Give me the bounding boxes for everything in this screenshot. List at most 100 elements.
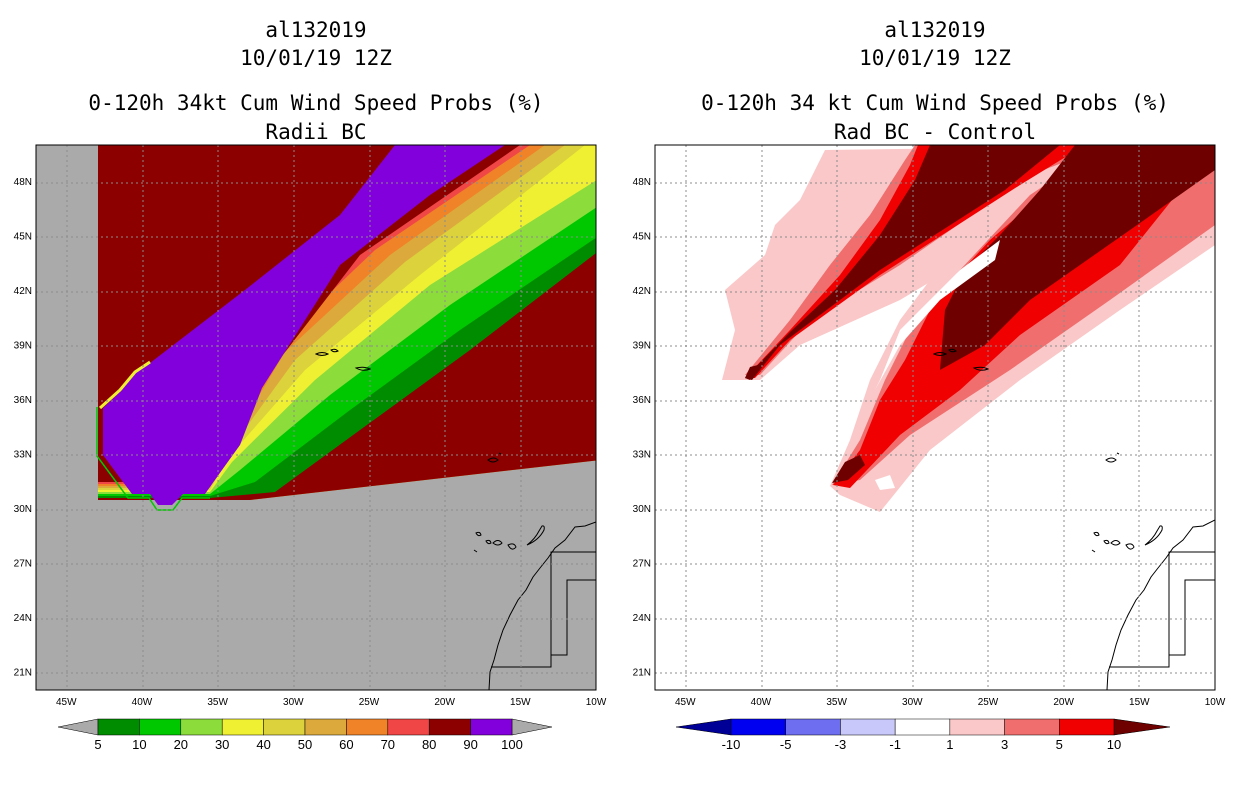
left-ytick-label: 21N xyxy=(14,667,32,678)
right-ytick-label: 24N xyxy=(633,613,651,624)
left-colorbar-label: 70 xyxy=(381,737,395,752)
left-colorbar-box xyxy=(97,718,140,736)
right-ytick-label: 30N xyxy=(633,504,651,515)
left-colorbar-box xyxy=(139,718,182,736)
left-colorbar-label: 100 xyxy=(501,737,523,752)
right-colorbar-box xyxy=(1004,718,1060,736)
left-colorbar-high-extend xyxy=(511,718,553,736)
right-colorbar-low-extend xyxy=(675,718,732,736)
left-title-subtitle: Radii BC xyxy=(265,120,367,144)
right-xtick-label: 20W xyxy=(1053,697,1074,708)
left-colorbar-low-extend xyxy=(57,718,99,736)
left-ytick-label: 24N xyxy=(14,613,32,624)
right-colorbar-label: -5 xyxy=(780,737,792,752)
right-gap-zero-a xyxy=(875,240,1000,390)
left-colorbar-label: 60 xyxy=(339,737,353,752)
right-colorbar-box xyxy=(894,718,951,736)
left-ytick-label: 33N xyxy=(14,449,32,460)
right-colorbar-box xyxy=(840,718,896,736)
left-xtick-label: 25W xyxy=(359,697,380,708)
right-grid xyxy=(655,145,1215,690)
right-colorbar-label: 1 xyxy=(946,737,953,752)
left-ytick-label: 48N xyxy=(14,177,32,188)
right-ytick-label: 33N xyxy=(633,449,651,460)
left-ytick-label: 42N xyxy=(14,286,32,297)
left-xtick-label: 35W xyxy=(207,697,228,708)
right-title-storm: al132019 xyxy=(884,18,986,42)
left-colorbar-label: 90 xyxy=(463,737,477,752)
right-band-10-south xyxy=(940,145,1215,370)
left-xtick-label: 45W xyxy=(56,697,77,708)
left-xtick-label: 40W xyxy=(132,697,153,708)
right-band-10-start-north xyxy=(745,364,762,380)
right-ytick-label: 42N xyxy=(633,286,651,297)
left-xtick-label: 10W xyxy=(586,697,607,708)
left-ytick-label: 36N xyxy=(14,395,32,406)
left-colorbar-label: 30 xyxy=(215,737,229,752)
left-colorbar-label: 20 xyxy=(174,737,188,752)
left-xtick-label: 30W xyxy=(283,697,304,708)
right-difference-map: 45W 40W 35W 30W 25W 20W 15W 10W 48N 45N 42N 39N 36N… xyxy=(633,144,1226,708)
right-colorbar-label: -10 xyxy=(722,737,741,752)
right-title-product: 0-120h 34 kt Cum Wind Speed Probs (%) xyxy=(701,91,1169,115)
left-title-product: 0-120h 34kt Cum Wind Speed Probs (%) xyxy=(88,91,544,115)
left-colorbar-label: 80 xyxy=(422,737,436,752)
left-ytick-label: 39N xyxy=(14,340,32,351)
right-xtick-label: 40W xyxy=(751,697,772,708)
right-xtick-label: 10W xyxy=(1205,697,1226,708)
right-colorbar-label: 3 xyxy=(1001,737,1008,752)
left-xtick-label: 20W xyxy=(434,697,455,708)
left-x-axis: 45W 40W 35W 30W 25W 20W 15W 10W xyxy=(56,697,607,708)
right-x-axis: 45W 40W 35W 30W 25W 20W 15W 10W xyxy=(675,697,1226,708)
right-colorbar-label: 5 xyxy=(1056,737,1063,752)
left-colorbar-box xyxy=(470,718,513,736)
right-xtick-label: 25W xyxy=(978,697,999,708)
right-y-axis: 48N 45N 42N 39N 36N 33N 30N 27N 24N 21N xyxy=(633,177,651,678)
left-band-100-core xyxy=(103,145,505,505)
left-probability-map: 45W 40W 35W 30W 25W 20W 15W 10W 48N 45N 42N 39N 36N… xyxy=(14,144,607,708)
right-title-subtitle: Rad BC - Control xyxy=(833,120,1037,144)
right-ytick-label: 48N xyxy=(633,177,651,188)
right-colorbar-label: 10 xyxy=(1107,737,1121,752)
left-colorbar-label: 10 xyxy=(132,737,146,752)
right-gap-zero-b xyxy=(875,475,895,490)
right-ytick-label: 27N xyxy=(633,558,651,569)
right-colorbar-high-extend xyxy=(1113,718,1171,736)
left-ytick-label: 27N xyxy=(14,558,32,569)
right-band-10-start-south xyxy=(832,455,865,483)
right-colorbar: -10 -5 -3 -1 1 3 5 10 xyxy=(675,718,1171,752)
right-map-frame xyxy=(654,144,1216,691)
right-colorbar-box xyxy=(949,718,1005,736)
right-ytick-label: 21N xyxy=(633,667,651,678)
right-ytick-label: 45N xyxy=(633,231,651,242)
left-colorbar-box xyxy=(304,718,347,736)
right-colorbar-box xyxy=(730,718,786,736)
left-colorbar-box xyxy=(221,718,264,736)
left-xtick-label: 15W xyxy=(510,697,531,708)
left-colorbar-label: 5 xyxy=(94,737,101,752)
left-colorbar: 5 10 20 30 40 50 60 70 80 90 100 xyxy=(57,718,553,752)
right-band-10-north xyxy=(745,145,1060,380)
left-y-axis: 48N 45N 42N 39N 36N 33N 30N 27N 24N 21N xyxy=(14,177,32,678)
right-xtick-label: 15W xyxy=(1129,697,1150,708)
left-colorbar-box xyxy=(180,718,223,736)
left-ytick-label: 45N xyxy=(14,231,32,242)
left-colorbar-label: 40 xyxy=(256,737,270,752)
right-xtick-label: 30W xyxy=(902,697,923,708)
left-colorbar-box xyxy=(263,718,306,736)
left-colorbar-box xyxy=(387,718,430,736)
right-colorbar-label: -3 xyxy=(835,737,847,752)
right-xtick-label: 35W xyxy=(826,697,847,708)
right-ytick-label: 39N xyxy=(633,340,651,351)
left-colorbar-box xyxy=(346,718,389,736)
right-colorbar-box xyxy=(785,718,841,736)
left-title-storm: al132019 xyxy=(265,18,367,42)
left-ytick-label: 30N xyxy=(14,504,32,515)
right-title-date: 10/01/19 12Z xyxy=(859,46,1011,70)
left-colorbar-label: 50 xyxy=(298,737,312,752)
right-xtick-label: 45W xyxy=(675,697,696,708)
left-title-date: 10/01/19 12Z xyxy=(240,46,392,70)
left-grid xyxy=(36,145,596,690)
right-ytick-label: 36N xyxy=(633,395,651,406)
